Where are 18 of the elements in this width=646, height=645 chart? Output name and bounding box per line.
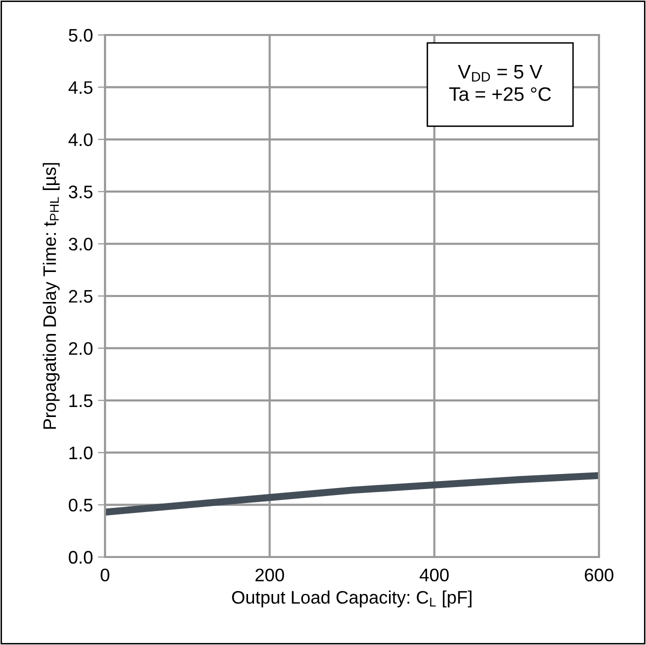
x-tick-label: 200 [256, 568, 284, 582]
y-tick-label: 3.5 [68, 186, 92, 198]
x-axis-title: Output Load Capacity: C$_{L}$ [pF] [232, 590, 472, 608]
y-axis-title: Propagation Delay Time: t$_{PHL}$ [µs] [42, 163, 60, 429]
y-tick-label: 2.0 [69, 342, 92, 355]
y-tick-label: 2.5 [69, 290, 92, 303]
y-tick-label: 0.0 [68, 550, 92, 564]
y-tick-label: 4.5 [68, 81, 92, 94]
y-tick-label: 3.0 [68, 238, 92, 251]
y-tick-label: 1.5 [69, 394, 92, 408]
x-tick-label: 600 [584, 568, 614, 582]
y-tick-label: 4.0 [68, 133, 92, 146]
y-tick-label: 1.0 [69, 446, 92, 460]
x-tick-label: 0 [100, 568, 110, 582]
annotation: V$_{DD}$ = 5 V Ta = +25 °C [449, 65, 551, 101]
y-tick-label: 5.0 [68, 28, 92, 42]
y-tick-label: 0.5 [68, 498, 92, 512]
x-tick-label: 400 [420, 568, 449, 582]
